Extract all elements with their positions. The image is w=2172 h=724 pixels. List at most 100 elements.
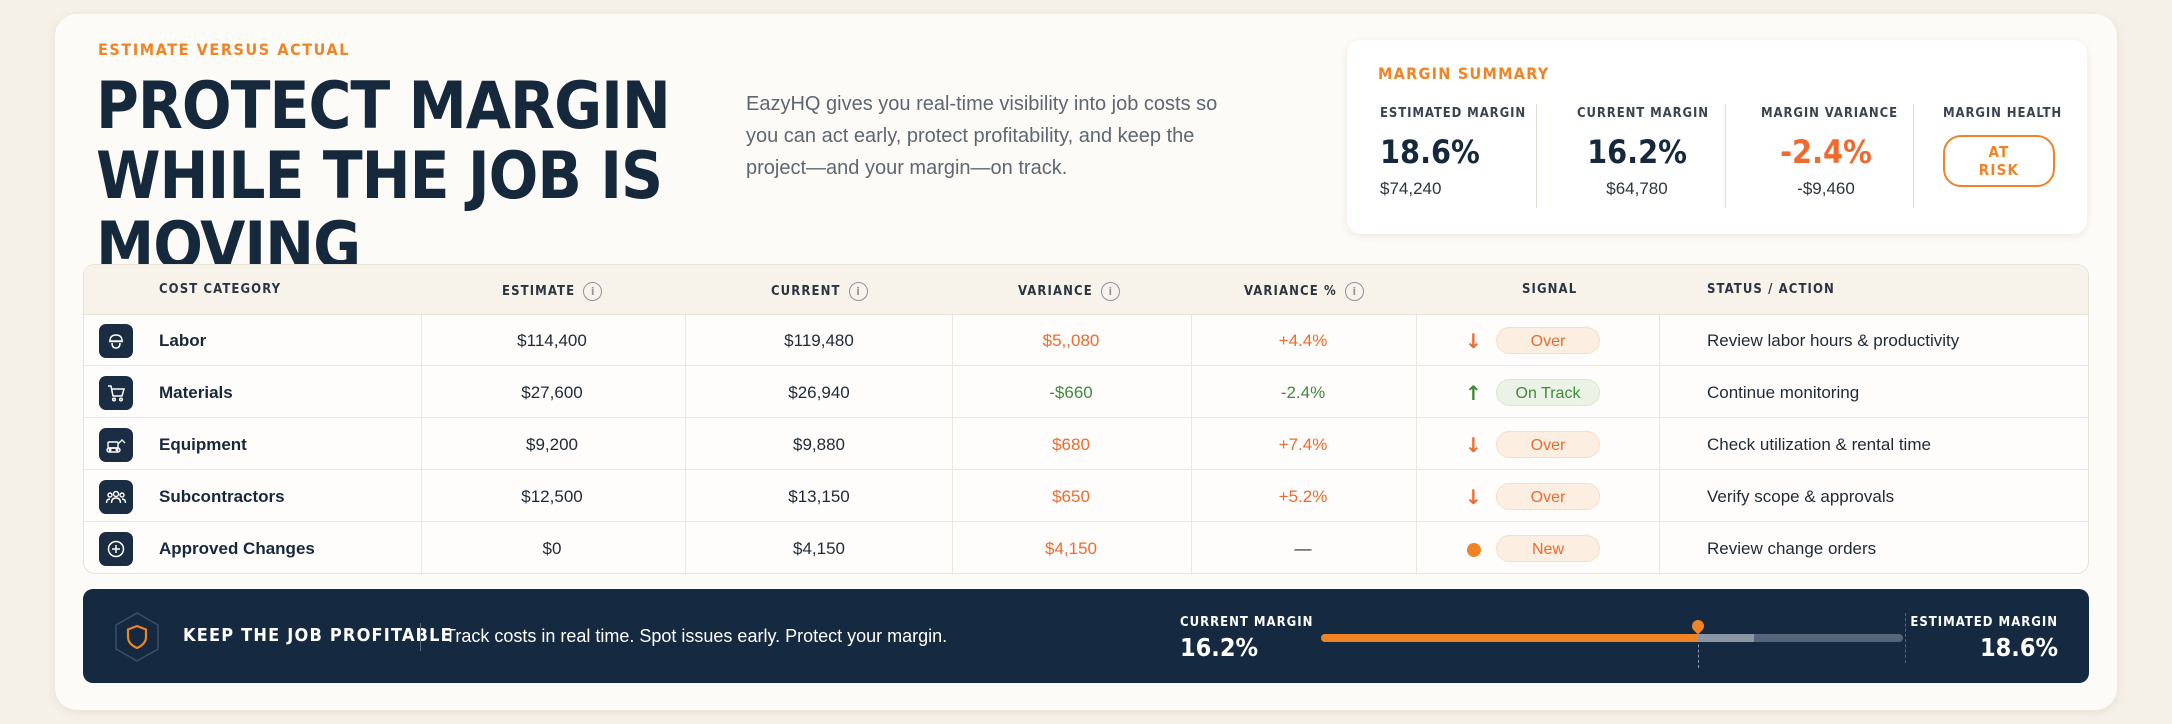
status-action: Continue monitoring xyxy=(1707,383,1860,402)
arrow-down-icon: ↓ xyxy=(1465,329,1482,353)
variance-pct-cell: -2.4% xyxy=(1280,383,1326,402)
category-name: Equipment xyxy=(159,435,247,454)
col-signal: SIGNAL xyxy=(1522,282,1578,297)
col-variance-pct: VARIANCE % i xyxy=(1244,282,1364,301)
col-variance: VARIANCE i xyxy=(1018,282,1120,301)
margin-progress-track xyxy=(1321,617,1903,668)
signal-badge: Over xyxy=(1496,431,1600,458)
banner-title: KEEP THE JOB PROFITABLE xyxy=(183,625,453,646)
new-dot-icon xyxy=(1467,543,1481,557)
col-status-action: STATUS / ACTION xyxy=(1707,282,1835,297)
metric-divider xyxy=(1536,104,1537,208)
current-margin-amount: $64,780 xyxy=(1606,179,1668,198)
estimated-margin-metric: ESTIMATED MARGIN 18.6% $74,240 xyxy=(1380,106,1526,206)
current-margin-fill xyxy=(1321,634,1698,642)
estimated-margin-segment xyxy=(1698,634,1754,642)
margin-variance-metric: MARGIN VARIANCE -2.4% -$9,460 xyxy=(1761,106,1898,206)
variance-pct-cell: +7.4% xyxy=(1278,435,1328,454)
estimate-cell: $9,200 xyxy=(526,435,578,454)
variance-cell: $680 xyxy=(1052,435,1090,454)
estimated-margin-label: ESTIMATED MARGIN xyxy=(1380,106,1527,121)
signal-badge: New xyxy=(1496,535,1600,562)
arrow-down-icon: ↓ xyxy=(1465,485,1482,509)
shopping-cart-icon xyxy=(99,376,133,410)
col-estimate: ESTIMATE i xyxy=(502,282,603,301)
shield-icon xyxy=(115,612,159,662)
estimated-margin-value: 18.6% xyxy=(1380,133,1480,171)
col-cost-category: COST CATEGORY xyxy=(159,282,282,297)
variance-pct-cell: +4.4% xyxy=(1278,331,1328,350)
current-cell: $119,480 xyxy=(784,331,854,350)
status-action: Verify scope & approvals xyxy=(1707,487,1895,506)
column-divider xyxy=(1659,315,1660,575)
arrow-up-icon: ↑ xyxy=(1465,381,1482,405)
banner-text: Track costs in real time. Spot issues ea… xyxy=(445,626,948,646)
status-action: Review labor hours & productivity xyxy=(1707,331,1960,350)
current-cell: $9,880 xyxy=(793,435,845,454)
current-cell: $26,940 xyxy=(788,383,850,402)
category-name: Materials xyxy=(159,383,233,402)
estimate-cell: $0 xyxy=(542,539,562,558)
variance-cell: $650 xyxy=(1052,487,1090,506)
current-margin-value: 16.2% xyxy=(1587,133,1687,171)
margin-summary-title: MARGIN SUMMARY xyxy=(1378,64,1550,83)
col-current: CURRENT i xyxy=(771,282,868,301)
variance-cell: $5,,080 xyxy=(1042,331,1100,350)
table-row[interactable]: Equipment $9,200 $9,880 $680 +7.4% ↓ Ove… xyxy=(84,419,2088,470)
page-title: PROTECT MARGIN WHILE THE JOB IS MOVING xyxy=(96,69,671,284)
estimated-margin-value: 18.6% xyxy=(1979,633,2058,662)
table-row[interactable]: Labor $114,400 $119,480 $5,,080 +4.4% ↓ … xyxy=(84,315,2088,366)
table-header: COST CATEGORY ESTIMATE i CURRENT i VARIANC… xyxy=(84,265,2088,315)
current-marker-line xyxy=(1698,634,1699,668)
excavator-icon xyxy=(99,428,133,462)
margin-variance-label: MARGIN VARIANCE xyxy=(1761,106,1898,121)
margin-summary-panel: MARGIN SUMMARY ESTIMATED MARGIN 18.6% $7… xyxy=(1347,40,2087,234)
table-row[interactable]: Approved Changes $0 $4,150 $4,150 — New … xyxy=(84,523,2088,574)
margin-health-label: MARGIN HEALTH xyxy=(1943,106,2063,121)
current-margin-metric: CURRENT MARGIN 16.2% $64,780 xyxy=(1577,106,1709,206)
margin-health-metric: MARGIN HEALTH AT RISK xyxy=(1943,106,2063,206)
estimated-marker-line xyxy=(1905,613,1906,663)
signal-badge: Over xyxy=(1496,483,1600,510)
at-risk-badge: AT RISK xyxy=(1943,135,2055,187)
table-row[interactable]: Materials $27,600 $26,940 -$660 -2.4% ↑ … xyxy=(84,367,2088,418)
column-divider xyxy=(685,315,686,575)
current-margin-label: CURRENT MARGIN xyxy=(1577,106,1709,121)
info-icon[interactable]: i xyxy=(1344,282,1364,301)
status-action: Check utilization & rental time xyxy=(1707,435,1931,454)
metric-divider xyxy=(1725,104,1726,208)
column-divider xyxy=(1416,315,1417,575)
plus-circle-icon xyxy=(99,532,133,566)
team-icon xyxy=(99,480,133,514)
estimate-cell: $27,600 xyxy=(521,383,583,402)
banner-divider xyxy=(420,623,421,651)
current-cell: $4,150 xyxy=(793,539,845,558)
current-margin-value: 16.2% xyxy=(1180,633,1259,662)
estimated-margin-label: ESTIMATED MARGIN xyxy=(1910,615,2058,630)
current-marker-pin-icon xyxy=(1689,617,1707,635)
estimated-margin-amount: $74,240 xyxy=(1380,179,1442,198)
cost-table: COST CATEGORY ESTIMATE i CURRENT i VARIANC… xyxy=(83,264,2089,575)
section-eyebrow: ESTIMATE VERSUS ACTUAL xyxy=(98,40,350,59)
current-margin-label: CURRENT MARGIN xyxy=(1180,615,1314,630)
category-name: Labor xyxy=(159,331,207,350)
signal-badge: On Track xyxy=(1496,379,1600,406)
info-icon[interactable]: i xyxy=(1100,282,1120,301)
info-icon[interactable]: i xyxy=(583,282,603,301)
variance-cell: -$660 xyxy=(1049,383,1093,402)
intro-text: EazyHQ gives you real-time visibility in… xyxy=(746,93,1218,179)
category-name: Approved Changes xyxy=(159,539,315,558)
metric-divider xyxy=(1913,104,1914,208)
estimate-cell: $12,500 xyxy=(521,487,583,506)
variance-pct-cell: — xyxy=(1294,539,1312,558)
profit-banner: KEEP THE JOB PROFITABLE Track costs in r… xyxy=(83,589,2089,683)
variance-cell: $4,150 xyxy=(1045,539,1097,558)
info-icon[interactable]: i xyxy=(848,282,868,301)
column-divider xyxy=(1191,315,1192,575)
table-row[interactable]: Subcontractors $12,500 $13,150 $650 +5.2… xyxy=(84,471,2088,522)
variance-pct-cell: +5.2% xyxy=(1278,487,1328,506)
estimate-cell: $114,400 xyxy=(517,331,587,350)
column-divider xyxy=(421,315,422,575)
margin-variance-amount: -$9,460 xyxy=(1797,179,1855,198)
status-action: Review change orders xyxy=(1707,539,1877,558)
